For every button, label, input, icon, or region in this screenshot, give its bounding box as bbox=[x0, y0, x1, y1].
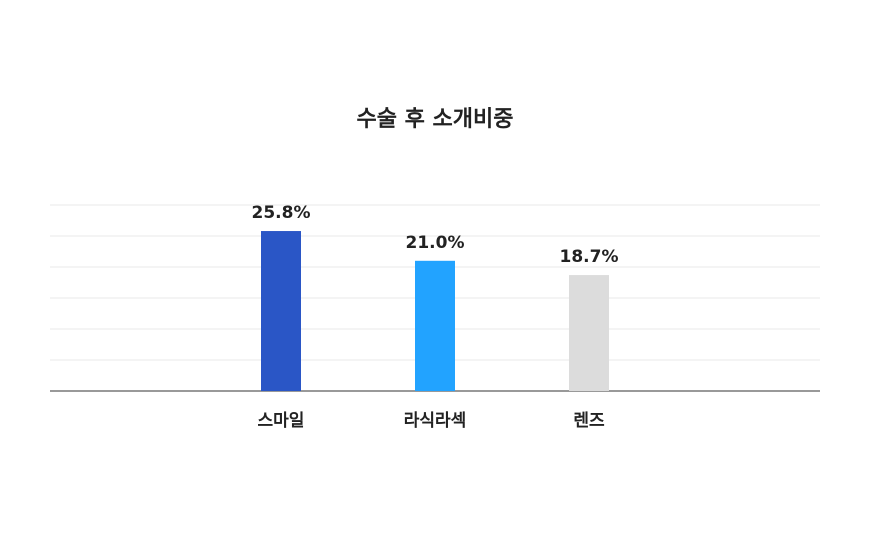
bar bbox=[415, 260, 455, 391]
chart-title: 수술 후 소개비중 bbox=[357, 107, 514, 132]
value-label: 21.0% bbox=[406, 233, 465, 253]
x-tick-label: 스마일 bbox=[258, 411, 305, 431]
x-tick-label: 라식라섹 bbox=[404, 411, 467, 431]
bar bbox=[261, 231, 301, 391]
bar bbox=[569, 275, 609, 391]
value-label: 18.7% bbox=[560, 247, 619, 267]
x-tick-label: 렌즈 bbox=[573, 411, 605, 431]
value-label: 25.8% bbox=[252, 203, 311, 223]
